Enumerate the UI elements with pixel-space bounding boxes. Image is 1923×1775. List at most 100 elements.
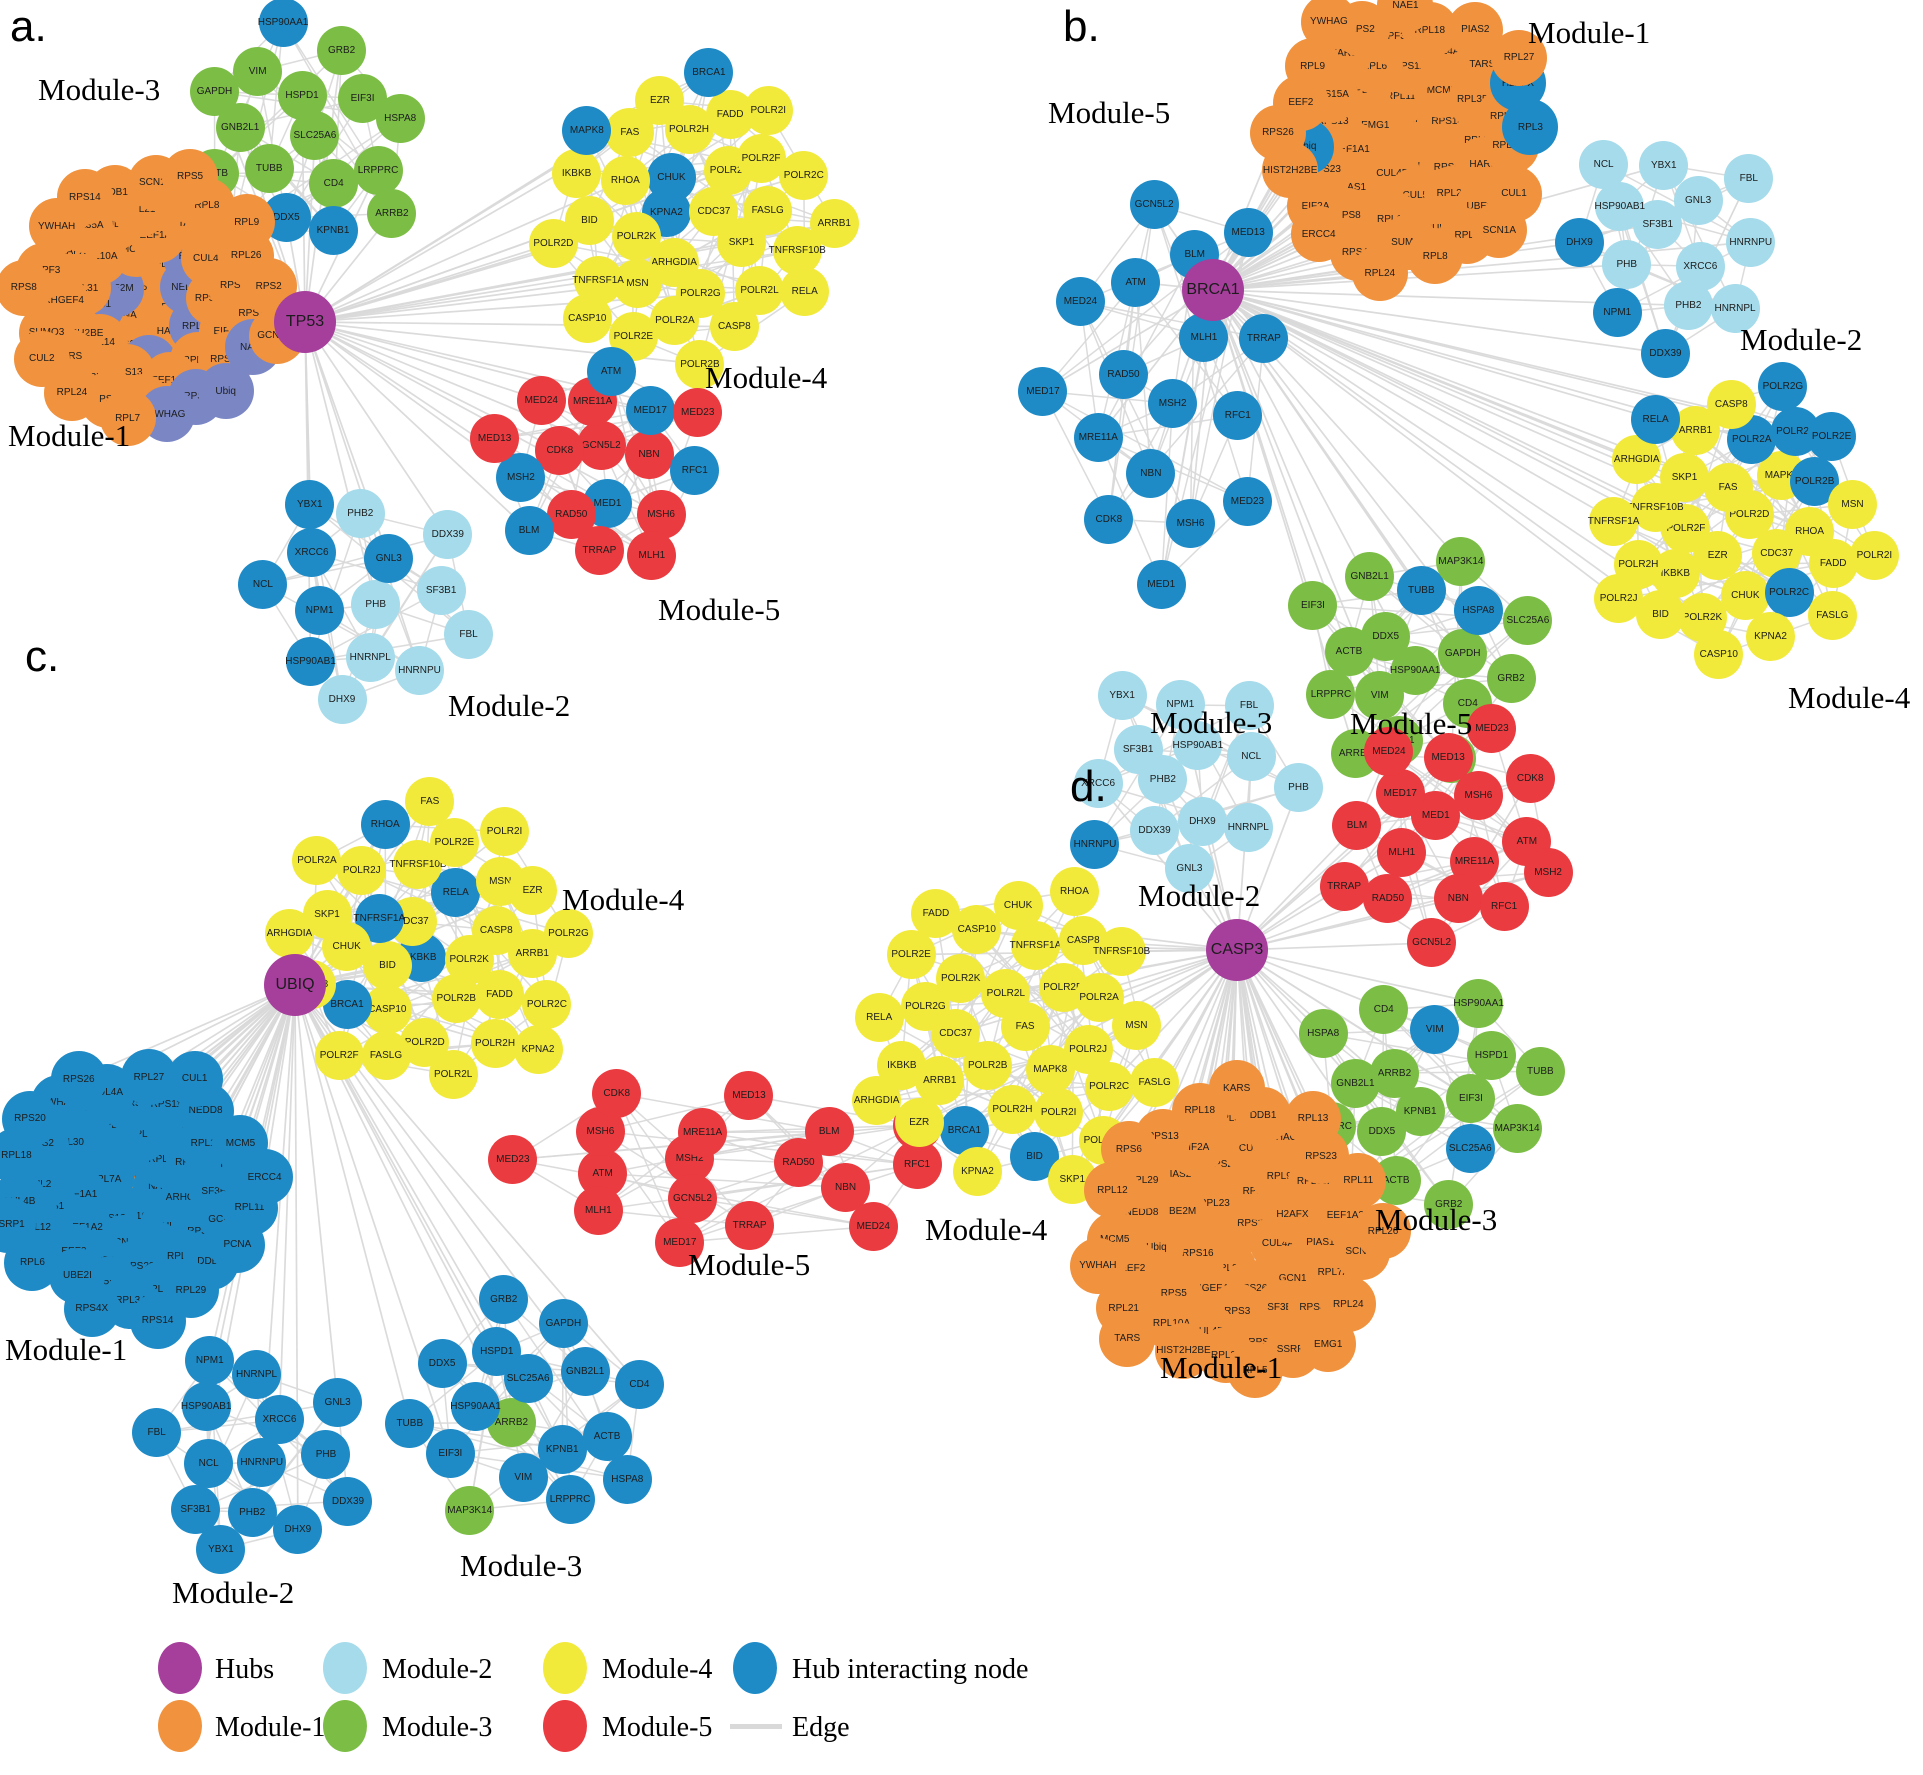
node-RPS8[interactable]: RPS8	[0, 259, 52, 316]
node-MRE11A[interactable]: MRE11A	[1073, 412, 1123, 462]
node-CDK8[interactable]: CDK8	[592, 1069, 642, 1119]
node-CDK8[interactable]: CDK8	[1505, 754, 1555, 804]
node-MED1[interactable]: MED1	[1136, 560, 1186, 610]
node-TARS[interactable]: TARS	[1099, 1310, 1156, 1367]
node-MED17[interactable]: MED17	[625, 385, 675, 435]
node-POLR2E[interactable]: POLR2E	[886, 930, 936, 980]
node-RPS26[interactable]: RPS26	[50, 1051, 107, 1108]
node-HNRNPL[interactable]: HNRNPL	[345, 632, 395, 682]
node-POLR2K[interactable]: POLR2K	[611, 211, 661, 261]
node-GCN5L2[interactable]: GCN5L2	[576, 420, 626, 470]
node-MSH6[interactable]: MSH6	[1453, 771, 1503, 821]
node-MED17[interactable]: MED17	[1018, 366, 1068, 416]
node-TNFRSF1A[interactable]: TNFRSF1A	[1588, 497, 1639, 547]
node-NCL[interactable]: NCL	[1579, 139, 1629, 189]
node-POLR2C[interactable]: POLR2C	[1084, 1061, 1134, 1111]
node-BID[interactable]: BID	[1636, 590, 1686, 640]
node-MLH1[interactable]: MLH1	[573, 1185, 623, 1235]
node-CUL2[interactable]: CUL2	[13, 330, 70, 387]
node-GRB2[interactable]: GRB2	[317, 25, 367, 75]
node-MED23[interactable]: MED23	[1222, 476, 1272, 526]
node-HSP90AA1[interactable]: HSP90AA1	[450, 1382, 501, 1432]
node-POLR2I[interactable]: POLR2I	[480, 807, 530, 857]
node-FASLG[interactable]: FASLG	[743, 185, 793, 235]
node-PHB2[interactable]: PHB2	[335, 488, 385, 538]
node-POLR2H[interactable]: POLR2H	[470, 1019, 520, 1069]
node-HSPA8[interactable]: HSPA8	[1298, 1009, 1348, 1059]
node-POLR2H[interactable]: POLR2H	[987, 1085, 1037, 1135]
node-MED24[interactable]: MED24	[516, 375, 566, 425]
node-VIM[interactable]: VIM	[498, 1453, 548, 1503]
node-YBX1[interactable]: YBX1	[1097, 670, 1147, 720]
node-RPL24[interactable]: RPL24	[1351, 245, 1408, 302]
hub-node-CASP3[interactable]: CASP3	[1206, 919, 1268, 981]
node-POLR2F[interactable]: POLR2F	[314, 1030, 364, 1080]
node-RPS14[interactable]: RPS14	[129, 1292, 186, 1349]
node-CASP10[interactable]: CASP10	[562, 294, 612, 344]
node-RELA[interactable]: RELA	[854, 993, 904, 1043]
node-MSH6[interactable]: MSH6	[1166, 498, 1216, 548]
node-GCN5L2[interactable]: GCN5L2	[667, 1173, 717, 1223]
node-POLR2E[interactable]: POLR2E	[1807, 411, 1857, 461]
node-ARRB1[interactable]: ARRB1	[809, 198, 859, 248]
node-GAPDH[interactable]: GAPDH	[538, 1298, 588, 1348]
node-TRRAP[interactable]: TRRAP	[1319, 861, 1369, 911]
node-CHUK[interactable]: CHUK	[993, 881, 1043, 931]
node-RFC1[interactable]: RFC1	[1479, 881, 1529, 931]
node-NBN[interactable]: NBN	[1433, 873, 1483, 923]
node-VIM[interactable]: VIM	[233, 46, 283, 96]
node-FADD[interactable]: FADD	[911, 888, 961, 938]
node-ARRB2[interactable]: ARRB2	[367, 188, 417, 238]
node-SLC25A6[interactable]: SLC25A6	[1503, 595, 1553, 645]
node-TUBB[interactable]: TUBB	[385, 1398, 435, 1448]
node-DDX5[interactable]: DDX5	[417, 1338, 467, 1388]
node-NBN[interactable]: NBN	[624, 430, 674, 480]
node-DHX9[interactable]: DHX9	[1177, 796, 1227, 846]
node-HSP90AA1[interactable]: HSP90AA1	[1453, 978, 1504, 1028]
node-MAPK8[interactable]: MAPK8	[562, 105, 612, 155]
node-MAP3K14[interactable]: MAP3K14	[445, 1485, 495, 1535]
node-DDX39[interactable]: DDX39	[1130, 805, 1180, 855]
node-GRB2[interactable]: GRB2	[479, 1274, 529, 1324]
node-ATM[interactable]: ATM	[586, 347, 636, 397]
node-MED24[interactable]: MED24	[1055, 277, 1105, 327]
node-GRB2[interactable]: GRB2	[1486, 654, 1536, 704]
node-KPNB1[interactable]: KPNB1	[308, 206, 358, 256]
node-TNFRSF10B[interactable]: TNFRSF10B	[1626, 482, 1684, 532]
node-POLR2I[interactable]: POLR2I	[1034, 1087, 1084, 1137]
node-RPL11[interactable]: RPL11	[1330, 1152, 1387, 1209]
node-GNB2L1[interactable]: GNB2L1	[1330, 1059, 1380, 1109]
node-MLH1[interactable]: MLH1	[627, 530, 677, 580]
node-SF3B1[interactable]: SF3B1	[416, 565, 466, 615]
node-NCL[interactable]: NCL	[184, 1439, 234, 1489]
node-MAP3K14[interactable]: MAP3K14	[1492, 1104, 1542, 1154]
node-MED13[interactable]: MED13	[470, 414, 520, 464]
node-NPM1[interactable]: NPM1	[1592, 287, 1642, 337]
node-VIM[interactable]: VIM	[1410, 1004, 1460, 1054]
node-TUBB[interactable]: TUBB	[1515, 1046, 1565, 1096]
node-XRCC6[interactable]: XRCC6	[287, 528, 337, 578]
node-EIF3I[interactable]: EIF3I	[1446, 1074, 1496, 1124]
node-RPS14[interactable]: RPS14	[56, 169, 113, 226]
node-POLR2G[interactable]: POLR2G	[1758, 361, 1808, 411]
node-POLR2I[interactable]: POLR2I	[743, 86, 793, 136]
node-GNB2L1[interactable]: GNB2L1	[560, 1346, 610, 1396]
node-GAPDH[interactable]: GAPDH	[189, 67, 239, 117]
node-EZR[interactable]: EZR	[508, 866, 558, 916]
node-MED24[interactable]: MED24	[848, 1201, 898, 1251]
node-YBX1[interactable]: YBX1	[196, 1524, 246, 1574]
node-RPL8[interactable]: RPL8	[1407, 228, 1464, 285]
node-POLR2L[interactable]: POLR2L	[428, 1050, 478, 1100]
node-CASP10[interactable]: CASP10	[1694, 630, 1744, 680]
node-HNRNPU[interactable]: HNRNPU	[237, 1438, 287, 1488]
node-MRE11A[interactable]: MRE11A	[678, 1107, 728, 1157]
node-RPL9[interactable]: RPL9	[218, 194, 275, 251]
node-KPNA2[interactable]: KPNA2	[1746, 611, 1796, 661]
node-CASP8[interactable]: CASP8	[1706, 380, 1756, 430]
node-CDK8[interactable]: CDK8	[1084, 494, 1134, 544]
node-HNRNPU[interactable]: HNRNPU	[1070, 819, 1120, 869]
node-GNL3[interactable]: GNL3	[364, 533, 414, 583]
node-GNB2L1[interactable]: GNB2L1	[1345, 551, 1395, 601]
node-HNRNPU[interactable]: HNRNPU	[1726, 217, 1776, 267]
node-HSPD1[interactable]: HSPD1	[277, 70, 327, 120]
